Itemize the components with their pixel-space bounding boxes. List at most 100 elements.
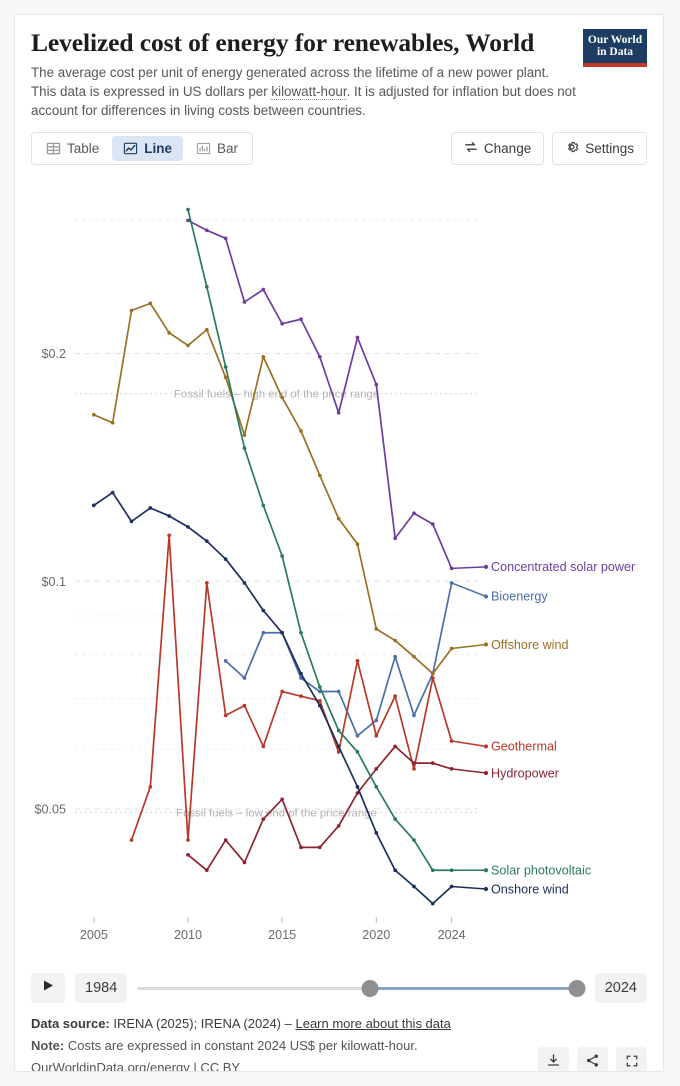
series-point[interactable] — [148, 506, 153, 510]
line-chart-svg[interactable]: $0.05 $0.1 $0.2 Fossil fuels – high end of … — [15, 175, 663, 965]
series-point[interactable] — [393, 536, 397, 541]
series-point[interactable] — [91, 503, 96, 508]
settings-button[interactable]: Settings — [552, 132, 647, 166]
series-point[interactable] — [336, 728, 341, 733]
series-point[interactable] — [374, 382, 379, 387]
series-label[interactable]: Onshore wind — [491, 882, 569, 896]
play-button[interactable] — [31, 973, 65, 1004]
series-point[interactable] — [430, 522, 435, 527]
series-point[interactable] — [204, 539, 209, 544]
series-point[interactable] — [242, 676, 247, 681]
series-point[interactable] — [204, 285, 209, 289]
series-point[interactable] — [393, 638, 397, 643]
series-point[interactable] — [261, 744, 266, 749]
series-point[interactable] — [223, 236, 228, 241]
series-point[interactable] — [148, 785, 153, 789]
tab-table[interactable]: Table — [35, 136, 110, 161]
series-point[interactable] — [223, 838, 228, 843]
series-point[interactable] — [223, 375, 228, 380]
series-point[interactable] — [412, 767, 416, 771]
series-point[interactable] — [430, 671, 435, 676]
series-point[interactable] — [242, 446, 247, 451]
series-point[interactable] — [393, 654, 397, 659]
series-point[interactable] — [242, 433, 247, 438]
series-point[interactable] — [129, 519, 134, 524]
series-point[interactable] — [148, 301, 153, 306]
series-point[interactable] — [299, 429, 303, 433]
series-point[interactable] — [186, 525, 190, 529]
series-point[interactable] — [393, 868, 397, 873]
series-point[interactable] — [412, 654, 416, 659]
series-point[interactable] — [374, 785, 379, 789]
series-point[interactable] — [242, 300, 247, 304]
series-point[interactable] — [393, 744, 397, 749]
series-point[interactable] — [355, 750, 360, 754]
series-point[interactable] — [167, 514, 172, 518]
series-point[interactable] — [186, 343, 190, 348]
series-point[interactable] — [299, 317, 303, 322]
tab-bar[interactable]: Bar — [185, 136, 249, 161]
series-label[interactable]: Concentrated solar power — [491, 560, 635, 574]
series-point[interactable] — [412, 884, 416, 889]
series-point[interactable] — [430, 761, 435, 766]
series-point[interactable] — [204, 868, 209, 873]
fullscreen-button[interactable] — [616, 1046, 647, 1071]
share-button[interactable] — [577, 1046, 608, 1071]
series-point[interactable] — [336, 516, 341, 521]
series-point[interactable] — [280, 554, 284, 559]
end-year-box[interactable]: 2024 — [594, 973, 647, 1004]
series-point[interactable] — [261, 608, 266, 613]
series-point[interactable] — [430, 868, 435, 873]
series-point[interactable] — [280, 631, 284, 635]
series-point[interactable] — [412, 713, 416, 718]
series-point[interactable] — [336, 411, 341, 415]
series-point[interactable] — [204, 581, 209, 585]
series-line[interactable] — [92, 302, 453, 675]
series-point[interactable] — [336, 689, 341, 694]
series-point[interactable] — [223, 659, 228, 663]
series-point[interactable] — [355, 542, 360, 547]
series-point[interactable] — [393, 817, 397, 822]
series-point[interactable] — [280, 689, 284, 694]
kilowatt-hour-term[interactable]: kilowatt-hour — [271, 84, 347, 101]
series-label[interactable]: Bioenergy — [491, 590, 548, 604]
series-point[interactable] — [336, 744, 341, 749]
series-label[interactable]: Solar photovoltaic — [491, 864, 591, 878]
series-point[interactable] — [317, 685, 322, 689]
series-point[interactable] — [299, 631, 303, 635]
series-point[interactable] — [317, 699, 322, 703]
series-point[interactable] — [317, 703, 322, 708]
owid-logo[interactable]: Our World in Data — [583, 29, 647, 67]
series-point[interactable] — [280, 322, 284, 326]
slider-handle-right[interactable] — [568, 979, 586, 997]
start-year-box[interactable]: 1984 — [75, 973, 128, 1004]
learn-more-link[interactable]: Learn more about this data — [295, 1016, 451, 1032]
series-point[interactable] — [129, 838, 134, 843]
series-label[interactable]: Hydropower — [491, 766, 559, 780]
series-point[interactable] — [280, 395, 284, 400]
series-point[interactable] — [204, 328, 209, 332]
series-point[interactable] — [261, 287, 266, 292]
series-point[interactable] — [261, 503, 266, 508]
series-point[interactable] — [261, 355, 266, 359]
series-point[interactable] — [299, 845, 303, 850]
series-point[interactable] — [299, 671, 303, 676]
series-point[interactable] — [91, 413, 96, 417]
series-point[interactable] — [186, 207, 190, 212]
series-point[interactable] — [393, 694, 397, 699]
series-point[interactable] — [374, 831, 379, 835]
change-button[interactable]: Change — [450, 132, 545, 166]
series-point[interactable] — [430, 901, 435, 906]
series-point[interactable] — [167, 533, 172, 538]
tab-line[interactable]: Line — [112, 136, 184, 162]
series-point[interactable] — [299, 694, 303, 699]
series-point[interactable] — [374, 767, 379, 771]
series-point[interactable] — [374, 627, 379, 631]
series-point[interactable] — [374, 734, 379, 738]
series-point[interactable] — [186, 838, 190, 843]
series-point[interactable] — [317, 355, 322, 359]
series-point[interactable] — [374, 718, 379, 723]
series-point[interactable] — [336, 750, 341, 754]
series-point[interactable] — [317, 473, 322, 478]
series-point[interactable] — [242, 703, 247, 708]
